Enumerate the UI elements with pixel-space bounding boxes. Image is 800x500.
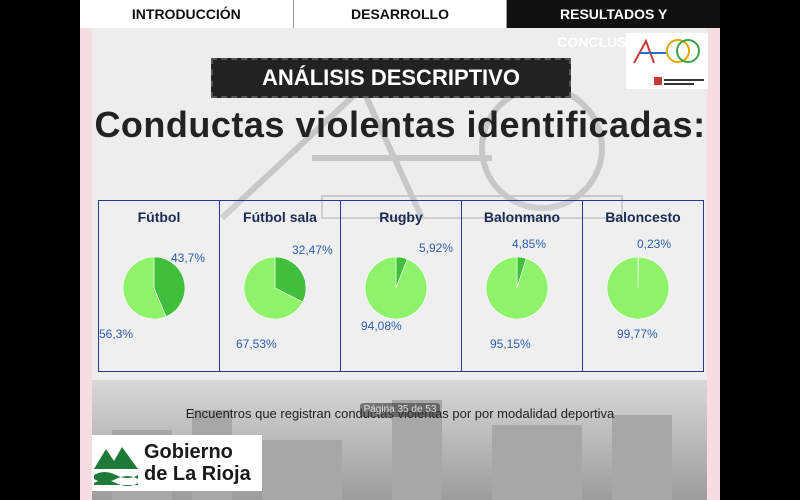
pie-cell-5: Baloncesto 0,23% 99,77% — [583, 200, 704, 372]
pie-data-label: 67,53% — [236, 337, 277, 351]
pie-slice — [607, 257, 669, 319]
pie-chart — [123, 257, 185, 319]
pie-chart — [244, 257, 306, 319]
mountains-icon — [94, 447, 138, 486]
pie-cell-2: Fútbol sala 32,47% 67,53% — [220, 200, 341, 372]
pie-cell-3: Rugby 5,92% 94,08% — [341, 200, 462, 372]
pie-data-label: 56,3% — [99, 327, 134, 341]
research-group-logo — [626, 33, 708, 89]
pie-chart-panel: Fútbol 43,7% 56,3% Fútbol sala 32,47% 67,53% R… — [98, 200, 704, 372]
gov-logo-line1: Gobierno — [144, 441, 233, 463]
pie-title: Fútbol — [137, 209, 181, 225]
afydo-logo-icon — [633, 38, 704, 85]
gobierno-la-rioja-logo: Gobierno de La Rioja — [92, 435, 262, 491]
pie-title: Fútbol sala — [243, 209, 317, 225]
pie-slice — [486, 257, 548, 319]
pie-data-label: 43,7% — [171, 251, 206, 265]
pie-slice — [365, 257, 427, 319]
pie-cell-4: Balonmano 4,85% 95,15% — [462, 200, 583, 372]
top-nav-tabs: INTRODUCCIÓN DESARROLLO RESULTADOS Y CON… — [80, 0, 721, 50]
pie-data-label: 95,15% — [490, 337, 531, 351]
pie-slice — [244, 257, 304, 319]
pie-title: Balonmano — [483, 209, 561, 225]
pie-title: Rugby — [379, 209, 423, 225]
pie-data-label: 0,23% — [637, 237, 672, 251]
pie-chart — [365, 257, 427, 319]
pie-data-label: 99,77% — [617, 327, 658, 341]
gov-logo-line2: de La Rioja — [144, 463, 251, 485]
pie-data-label: 32,47% — [292, 243, 333, 257]
pie-chart — [486, 257, 548, 319]
section-banner: ANÁLISIS DESCRIPTIVO — [211, 58, 571, 98]
pie-cell-1: Fútbol 43,7% 56,3% — [98, 200, 220, 372]
pie-chart — [607, 257, 669, 319]
pie-slice — [153, 257, 185, 318]
tab-introduccion[interactable]: INTRODUCCIÓN — [80, 0, 294, 28]
page-title: Conductas violentas identificadas: — [94, 104, 706, 145]
pie-slice — [274, 257, 306, 303]
tab-desarrollo[interactable]: DESARROLLO — [293, 0, 508, 28]
pie-title: Baloncesto — [605, 209, 681, 225]
pie-data-label: 94,08% — [361, 319, 402, 333]
pie-data-label: 4,85% — [512, 237, 547, 251]
tab-resultados[interactable]: RESULTADOS Y CONCLUSIONES — [507, 0, 721, 50]
pie-slice — [123, 257, 167, 319]
pie-data-label: 5,92% — [419, 241, 454, 255]
page-indicator: Página 35 de 53 — [360, 403, 440, 417]
